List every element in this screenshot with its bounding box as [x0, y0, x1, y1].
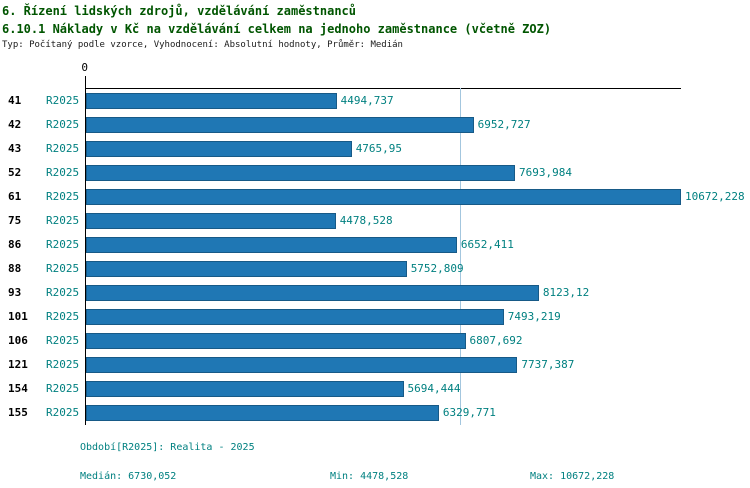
min-stat: Min: 4478,528	[330, 471, 409, 482]
chart-row: 101 R2025 7493,219	[0, 305, 750, 329]
bar	[86, 333, 466, 349]
bar	[86, 309, 504, 325]
bar-value-label: 6652,411	[460, 238, 514, 251]
row-category-label: 75	[8, 214, 22, 227]
bar-value-label: 7493,219	[507, 310, 561, 323]
bar-value-label: 6952,727	[477, 118, 531, 131]
row-category-label: 106	[8, 334, 28, 347]
row-series-label: R2025	[46, 214, 80, 227]
chart-row: 155 R2025 6329,771	[0, 401, 750, 425]
row-category-label: 42	[8, 118, 22, 131]
page-title-line2: 6.10.1 Náklady v Kč na vzdělávání celkem…	[2, 22, 552, 36]
row-series-label: R2025	[46, 118, 80, 131]
row-series-label: R2025	[46, 94, 80, 107]
row-series-label: R2025	[46, 406, 80, 419]
x-axis-line	[85, 88, 681, 89]
bar-value-label: 6329,771	[442, 406, 496, 419]
row-category-label: 43	[8, 142, 22, 155]
bar	[86, 93, 337, 109]
chart-subtitle: Typ: Počítaný podle vzorce, Vyhodnocení:…	[2, 40, 403, 50]
chart-row: 75 R2025 4478,528	[0, 209, 750, 233]
bar-value-label: 6807,692	[469, 334, 523, 347]
bar	[86, 141, 352, 157]
row-category-label: 88	[8, 262, 22, 275]
chart-row: 41 R2025 4494,737	[0, 89, 750, 113]
bar-value-label: 7693,984	[519, 166, 572, 179]
bar	[86, 117, 474, 133]
row-series-label: R2025	[46, 310, 80, 323]
bar	[86, 285, 539, 301]
row-category-label: 61	[8, 190, 22, 203]
chart-row: 42 R2025 6952,727	[0, 113, 750, 137]
chart-row: 106 R2025 6807,692	[0, 329, 750, 353]
chart-row: 61 R2025 10672,228	[0, 185, 750, 209]
row-series-label: R2025	[46, 142, 80, 155]
row-series-label: R2025	[46, 166, 80, 179]
chart-row: 154 R2025 5694,444	[0, 377, 750, 401]
bar	[86, 381, 404, 397]
chart-row: 86 R2025 6652,411	[0, 233, 750, 257]
bar-value-label: 5694,444	[407, 382, 461, 395]
row-series-label: R2025	[46, 382, 80, 395]
y-axis-line	[85, 88, 86, 425]
median-stat: Medián: 6730,052	[80, 471, 177, 482]
row-series-label: R2025	[46, 262, 80, 275]
chart-row: 52 R2025 7693,984	[0, 161, 750, 185]
bar-value-label: 4765,95	[355, 142, 403, 155]
chart-row: 121 R2025 7737,387	[0, 353, 750, 377]
row-category-label: 121	[8, 358, 28, 371]
row-category-label: 93	[8, 286, 22, 299]
bar	[86, 213, 336, 229]
x-axis-tick	[85, 76, 86, 88]
row-series-label: R2025	[46, 334, 80, 347]
row-category-label: 52	[8, 166, 22, 179]
bar-chart: 41 R2025 4494,737 42 R2025 6952,727 43 R2025 476…	[0, 89, 750, 425]
bar	[86, 189, 681, 205]
row-category-label: 155	[8, 406, 28, 419]
bar	[86, 405, 439, 421]
chart-row: 93 R2025 8123,12	[0, 281, 750, 305]
bar	[86, 237, 457, 253]
row-series-label: R2025	[46, 358, 80, 371]
bar-value-label: 5752,809	[410, 262, 464, 275]
bar	[86, 357, 518, 373]
legend-period-label: Období[R2025]: Realita - 2025	[80, 442, 255, 453]
row-category-label: 101	[8, 310, 28, 323]
median-line	[460, 88, 462, 425]
row-category-label: 41	[8, 94, 22, 107]
bar	[86, 165, 515, 181]
row-series-label: R2025	[46, 190, 80, 203]
row-series-label: R2025	[46, 238, 80, 251]
row-series-label: R2025	[46, 286, 80, 299]
row-category-label: 154	[8, 382, 28, 395]
bar-value-label: 4494,737	[340, 94, 394, 107]
bar-value-label: 4478,528	[339, 214, 393, 227]
bar	[86, 261, 407, 277]
chart-row: 43 R2025 4765,95	[0, 137, 750, 161]
row-category-label: 86	[8, 238, 22, 251]
page-title-line1: 6. Řízení lidských zdrojů, vzdělávání za…	[2, 4, 357, 18]
bar-value-label: 10672,228	[685, 190, 745, 203]
chart-row: 88 R2025 5752,809	[0, 257, 750, 281]
x-axis-zero-label: 0	[81, 61, 88, 74]
bar-value-label: 8123,12	[542, 286, 590, 299]
max-stat: Max: 10672,228	[530, 471, 615, 482]
bar-value-label: 7737,387	[521, 358, 575, 371]
